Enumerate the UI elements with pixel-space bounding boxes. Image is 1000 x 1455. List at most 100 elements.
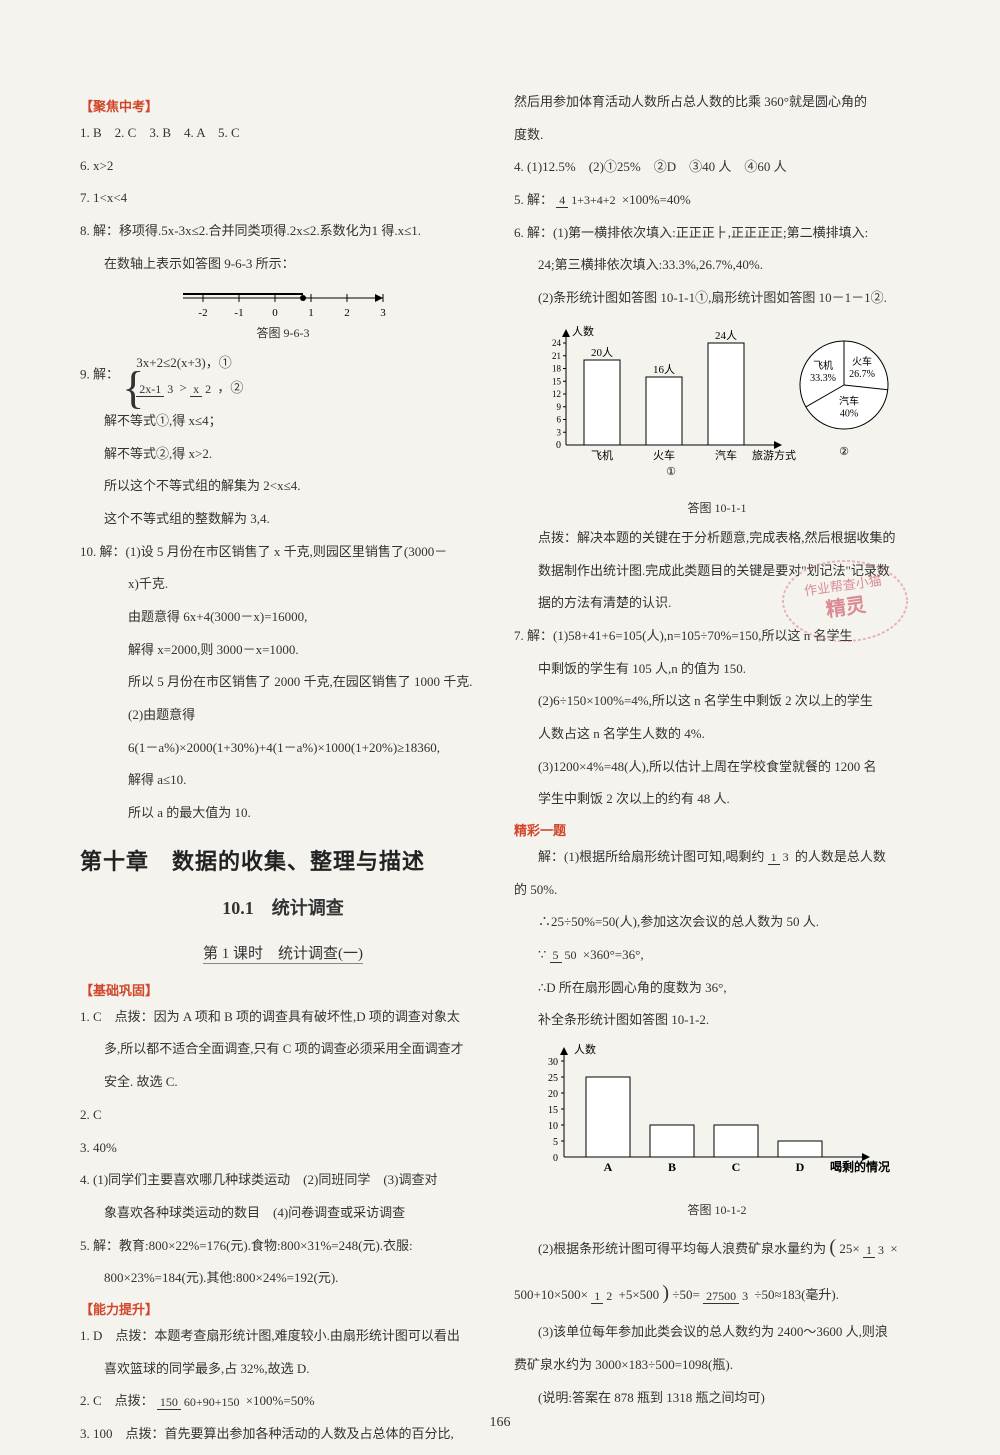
r1a: 然后用参加体育活动人数所占总人数的比乘 360°就是圆心角的 <box>514 90 920 115</box>
q8-line2: 在数轴上表示如答图 9-6-3 所示： <box>80 252 486 277</box>
b4b: 象喜欢各种球类运动的数目 (4)问卷调查或采访调查 <box>80 1201 486 1226</box>
svg-text:①: ① <box>666 466 676 478</box>
q10e: (2)由题意得 <box>80 703 486 728</box>
q8-line1: 8. 解：移项得.5x-3x≤2.合并同类项得.2x≤2.系数化为1 得.x≤1… <box>80 219 486 244</box>
svg-text:9: 9 <box>557 402 562 412</box>
svg-text:人数: 人数 <box>572 325 594 338</box>
svg-text:1: 1 <box>308 307 314 319</box>
svg-text:30: 30 <box>548 1057 558 1068</box>
svg-text:5: 5 <box>553 1137 558 1148</box>
q10h: 所以 a 的最大值为 10. <box>80 801 486 826</box>
svg-text:人数: 人数 <box>574 1043 596 1056</box>
svg-text:0: 0 <box>272 307 278 319</box>
b2: 2. C <box>80 1103 486 1128</box>
b1c: 安全. 故选 C. <box>80 1070 486 1095</box>
svg-text:0: 0 <box>553 1153 558 1164</box>
svg-text:汽车: 汽车 <box>839 394 859 407</box>
caption-1011: 答图 10-1-1 <box>514 499 920 516</box>
a1a: 1. D 点拨：本题考查扇形统计图,难度较小.由扇形统计图可以看出 <box>80 1324 486 1349</box>
section-base: 【基础巩固】 <box>80 980 486 999</box>
right-column: 然后用参加体育活动人数所占总人数的比乘 360°就是圆心角的 度数. 4. (1… <box>514 90 920 1455</box>
svg-text:15: 15 <box>548 1105 558 1116</box>
q10a: 10. 解：(1)设 5 月份在市区销售了 x 千克,则园区里销售了(3000－ <box>80 540 486 565</box>
p8b: 费矿泉水约为 3000×183÷500=1098(瓶). <box>514 1353 920 1378</box>
bar1012-svg: 人数510152025300ABCD喝剩的情况 <box>514 1041 894 1191</box>
svg-text:喝剩的情况: 喝剩的情况 <box>830 1159 890 1174</box>
q10d: 所以 5 月份在市区销售了 2000 千克,在园区销售了 1000 千克. <box>80 670 486 695</box>
b5b: 800×23%=184(元).其他:800×24%=192(元). <box>80 1266 486 1291</box>
svg-text:16人: 16人 <box>653 363 675 376</box>
r6a: 6. 解：(1)第一横排依次填入:正正正⺊,正正正正;第二横排填入: <box>514 221 920 246</box>
r6d: 点拨：解决本题的关键在于分析题意,完成表格,然后根据收集的 <box>514 526 920 551</box>
svg-text:26.7%: 26.7% <box>849 369 875 380</box>
svg-text:33.3%: 33.3% <box>810 373 836 384</box>
q1-5: 1. B 2. C 3. B 4. A 5. C <box>80 121 486 146</box>
page-columns: 【聚焦中考】 1. B 2. C 3. B 4. A 5. C 6. x>2 7… <box>80 90 920 1455</box>
svg-text:火车: 火车 <box>852 355 872 368</box>
chart-10-1-1: 人数3691215182124020人飞机16人火车24人汽车旅游方式① 火车2… <box>514 319 920 493</box>
r4: 4. (1)12.5% (2)①25% ②D ③40 人 ④60 人 <box>514 155 920 180</box>
r1b: 度数. <box>514 123 920 148</box>
number-line-963: -2-10123 <box>173 284 393 320</box>
caption-1012: 答图 10-1-2 <box>514 1201 920 1218</box>
svg-text:18: 18 <box>552 363 562 373</box>
caption-963: 答图 9-6-3 <box>80 324 486 341</box>
svg-text:20人: 20人 <box>591 346 613 359</box>
svg-text:0: 0 <box>556 440 561 451</box>
q9-eq2: 2x-13 > x2 ，② <box>136 376 243 401</box>
svg-text:C: C <box>732 1160 741 1174</box>
section-brilliant: 精彩一题 <box>514 820 920 839</box>
a2: 2. C 点拨： 15060+90+150 ×100%=50% <box>80 1389 486 1414</box>
r6f: 据的方法有清楚的认识. <box>514 591 920 616</box>
p9: (说明:答案在 878 瓶到 1318 瓶之间均可) <box>514 1386 920 1411</box>
q9e: 这个不等式组的整数解为 3,4. <box>80 507 486 532</box>
svg-text:24: 24 <box>552 338 562 348</box>
svg-text:②: ② <box>839 446 849 458</box>
p1: 解：(1)根据所给扇形统计图可知,喝剩约 13 的人数是总人数 <box>514 845 920 870</box>
svg-text:D: D <box>796 1160 805 1174</box>
svg-text:B: B <box>668 1160 676 1174</box>
svg-text:15: 15 <box>552 376 562 386</box>
b3: 3. 40% <box>80 1136 486 1161</box>
svg-text:火车: 火车 <box>653 448 675 462</box>
p6: (2)根据条形统计图可得平均每人浪费矿泉水量约为 ( 25× 13 × <box>514 1228 920 1266</box>
svg-text:24人: 24人 <box>715 329 737 342</box>
p2: ∴25÷50%=50(人),参加这次会议的总人数为 50 人. <box>514 910 920 935</box>
q10f: 6(1－a%)×2000(1+30%)+4(1－a%)×1000(1+20%)≥… <box>80 736 486 761</box>
q9c: 解不等式②,得 x>2. <box>80 442 486 467</box>
section-focus: 【聚焦中考】 <box>80 96 486 115</box>
q6: 6. x>2 <box>80 154 486 179</box>
p5: 补全条形统计图如答图 10-1-2. <box>514 1008 920 1033</box>
svg-text:2: 2 <box>344 307 350 319</box>
r6b: 24;第三横排依次填入:33.3%,26.7%,40%. <box>514 253 920 278</box>
r7a: 7. 解：(1)58+41+6=105(人),n=105÷70%=150,所以这… <box>514 624 920 649</box>
r7c: (2)6÷150×100%=4%,所以这 n 名学生中剩饭 2 次以上的学生 <box>514 689 920 714</box>
svg-text:A: A <box>604 1160 613 1174</box>
chart-10-1-2: 人数510152025300ABCD喝剩的情况 <box>514 1041 920 1195</box>
svg-text:-2: -2 <box>198 307 207 319</box>
svg-text:飞机: 飞机 <box>591 448 613 462</box>
brace-icon: { <box>122 367 144 408</box>
svg-text:3: 3 <box>380 307 386 319</box>
page-number: 166 <box>0 1415 1000 1431</box>
q10b: 由题意得 6x+4(3000－x)=16000, <box>80 605 486 630</box>
r7d: 人数占这 n 名学生人数的 4%. <box>514 722 920 747</box>
r5: 5. 解： 41+3+4+2 ×100%=40% <box>514 188 920 213</box>
svg-text:21: 21 <box>552 351 561 361</box>
q7: 7. 1<x<4 <box>80 186 486 211</box>
b5a: 5. 解：教育:800×22%=176(元).食物:800×31%=248(元)… <box>80 1234 486 1259</box>
svg-text:6: 6 <box>557 414 562 424</box>
svg-text:汽车: 汽车 <box>715 448 737 462</box>
q9-head: 9. 解： { 3x+2≤2(x+3)，① 2x-13 > x2 ，② <box>80 351 486 400</box>
q9-label: 9. 解： <box>80 367 119 382</box>
section-ability: 【能力提升】 <box>80 1299 486 1318</box>
p7: 500+10×500× 12 +5×500 ) ÷50= 275003 ÷50≈… <box>514 1274 920 1312</box>
r7f: 学生中剩饭 2 次以上的约有 48 人. <box>514 787 920 812</box>
chapter-title: 第十章 数据的收集、整理与描述 <box>80 844 486 876</box>
bar-pie-svg: 人数3691215182124020人飞机16人火车24人汽车旅游方式① 火车2… <box>514 319 924 489</box>
svg-text:3: 3 <box>557 427 562 437</box>
q10c: 解得 x=2000,则 3000－x=1000. <box>80 638 486 663</box>
p1c: 的 50%. <box>514 878 920 903</box>
r7e: (3)1200×4%=48(人),所以估计上周在学校食堂就餐的 1200 名 <box>514 755 920 780</box>
svg-text:10: 10 <box>548 1121 558 1132</box>
